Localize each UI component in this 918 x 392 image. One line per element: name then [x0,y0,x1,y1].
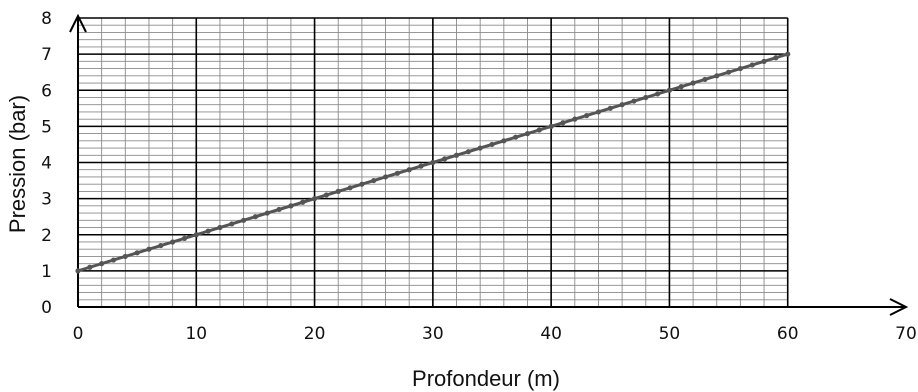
data-point [276,206,282,213]
y-tick-label: 5 [41,117,52,137]
data-point [335,188,341,194]
data-point [595,109,602,115]
x-tick-label: 20 [304,324,326,344]
data-point [323,192,329,198]
y-tick-label: 2 [41,226,52,246]
y-axis-arrow [69,13,87,33]
y-tick-label: 6 [41,81,52,101]
data-point [430,159,436,166]
data-point [406,167,412,173]
data-point [453,152,460,158]
data-point [761,58,767,64]
data-point [678,84,684,90]
axes [69,13,909,316]
data-point [382,174,389,180]
data-point [501,138,507,144]
data-point [465,149,471,155]
y-tick-label: 1 [41,262,52,282]
data-point [524,131,531,137]
data-point [122,253,128,260]
data-point [205,228,211,234]
data-point [643,94,649,101]
data-point [300,199,306,205]
data-point [690,80,696,86]
data-point [619,102,625,108]
x-tick-label: 60 [777,324,799,344]
data-point [110,257,117,263]
data-point [252,214,259,220]
data-point [217,224,223,231]
y-tick-label: 7 [41,45,52,65]
y-axis-title: Pression (bar) [5,95,30,233]
data-point [288,203,294,209]
data-point [513,134,519,140]
data-point [264,210,270,216]
data-point [725,69,732,75]
data-point [371,177,377,184]
data-point [170,239,176,245]
data-point [311,196,318,202]
data-series [75,51,791,274]
x-tick-label: 50 [659,324,681,344]
data-point [560,120,566,126]
data-point [146,246,152,252]
data-point [655,91,661,97]
x-tick-label: 10 [185,324,207,344]
data-point [737,65,744,72]
data-point [347,185,353,191]
data-point [489,141,495,148]
data-point [394,170,400,176]
data-point [631,98,637,104]
data-point [193,232,199,238]
y-tick-label: 3 [41,190,52,210]
y-tick-label: 0 [41,298,52,318]
data-point [359,181,365,187]
data-point [134,250,140,256]
data-point [477,145,483,151]
data-point [158,242,164,249]
data-point [607,105,613,111]
data-point [584,112,590,119]
data-point [75,268,81,274]
data-point [241,217,247,223]
data-point [548,123,554,129]
x-tick-label: 40 [540,324,562,344]
data-point [536,127,542,133]
x-axis-arrow [889,298,909,316]
data-point [442,156,448,162]
data-point [572,116,578,122]
y-tick-label: 4 [41,154,52,174]
data-point [181,235,188,241]
data-point [99,261,105,267]
x-tick-label: 30 [422,324,444,344]
x-axis-title: Profondeur (m) [412,366,560,391]
data-point [418,163,424,169]
data-point [714,73,720,79]
x-tick-label: 70 [895,324,917,344]
data-point [785,51,791,57]
tick-labels: 0 10 20 30 40 50 60 70 0 1 2 3 4 5 6 7 8 [41,9,917,344]
data-point [749,62,755,68]
data-point [87,264,93,270]
x-tick-label: 0 [73,324,84,344]
data-point [702,76,708,83]
data-point [229,221,235,227]
y-tick-label: 8 [41,9,52,29]
data-point [666,87,673,93]
data-point [773,55,779,61]
